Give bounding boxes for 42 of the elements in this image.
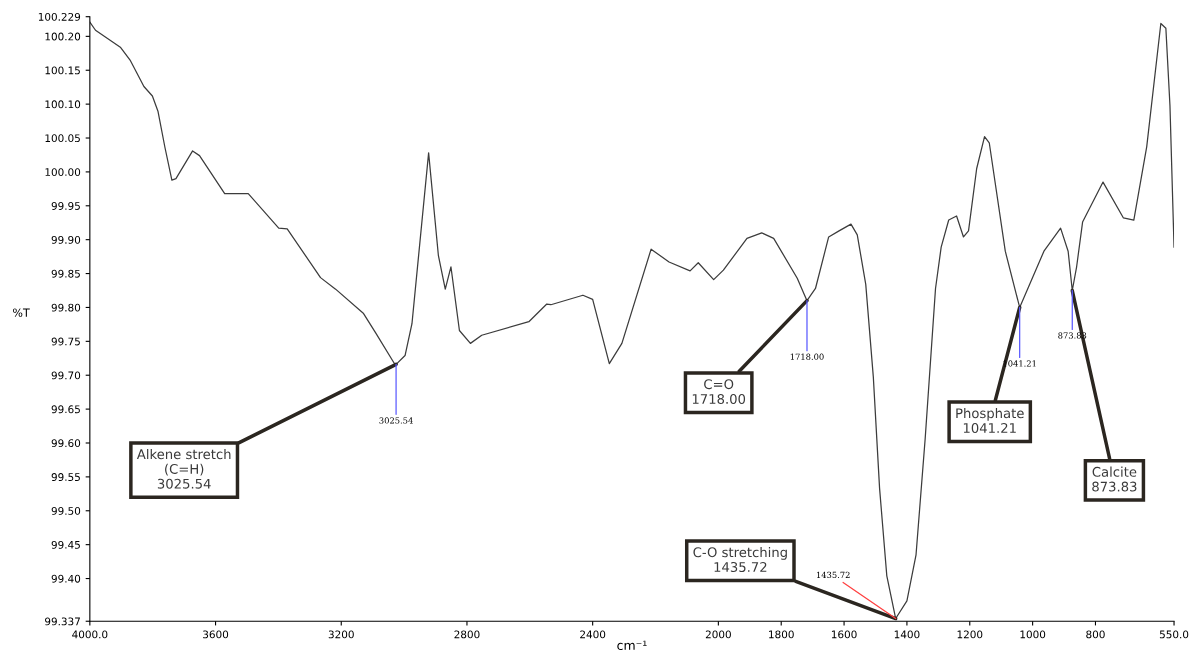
y-tick-label: 99.60	[51, 439, 81, 448]
y-tick-label: 99.90	[51, 235, 81, 244]
y-tick-label: 99.75	[51, 337, 80, 346]
x-tick-label: 800	[1086, 630, 1105, 639]
y-axis-title: %T	[13, 308, 30, 317]
x-tick-label: 2400	[580, 630, 606, 639]
x-tick-label: 2000	[705, 630, 731, 639]
y-tick-label: 99.70	[51, 371, 81, 380]
y-tick-label: 100.20	[45, 32, 81, 41]
y-tick-label: 100.00	[45, 168, 81, 177]
y-tick-label: 100.10	[45, 100, 81, 109]
x-tick-label: 550.0	[1159, 630, 1189, 639]
y-tick-label: 99.40	[51, 574, 81, 583]
x-tick-label: 1600	[831, 630, 857, 639]
x-tick-label: 1200	[957, 630, 983, 639]
x-tick-label: 1400	[894, 630, 920, 639]
x-axis-title: cm⁻¹	[617, 640, 647, 651]
y-tick-label: 99.80	[51, 303, 81, 312]
annotation: C=O 1718.00	[692, 379, 746, 404]
y-tick-label: 100.229	[38, 12, 81, 21]
annotation: 1718.00	[790, 353, 824, 360]
x-tick-label: 3600	[203, 630, 229, 639]
y-tick-label: 99.65	[51, 405, 80, 414]
annotation: 1435.72	[816, 571, 850, 579]
x-tick-label: 1800	[769, 630, 794, 639]
annotation: Phosphate 1041.21	[956, 407, 1024, 433]
y-tick-label: 99.85	[51, 269, 80, 278]
annotation: 3025.54	[379, 417, 413, 424]
y-tick-label: 99.55	[51, 473, 80, 481]
y-tick-label: 99.50	[51, 507, 81, 515]
y-tick-label: 100.15	[45, 66, 80, 75]
x-tick-label: 3200	[328, 630, 354, 639]
x-tick-label: 2800	[454, 630, 480, 639]
y-tick-label: 99.337	[45, 617, 80, 626]
annotation: Alkene stretch (C=H) 3025.54	[136, 448, 231, 489]
y-tick-label: 100.05	[45, 134, 80, 143]
x-tick-label: 4000.0	[72, 630, 108, 639]
y-tick-label: 99.45	[51, 540, 80, 549]
annotation: C-O stretching 1435.72	[693, 547, 787, 572]
annotation: Calcite 873.83	[1092, 466, 1137, 492]
x-tick-label: 1000	[1020, 630, 1046, 639]
y-tick-label: 99.95	[51, 202, 80, 210]
